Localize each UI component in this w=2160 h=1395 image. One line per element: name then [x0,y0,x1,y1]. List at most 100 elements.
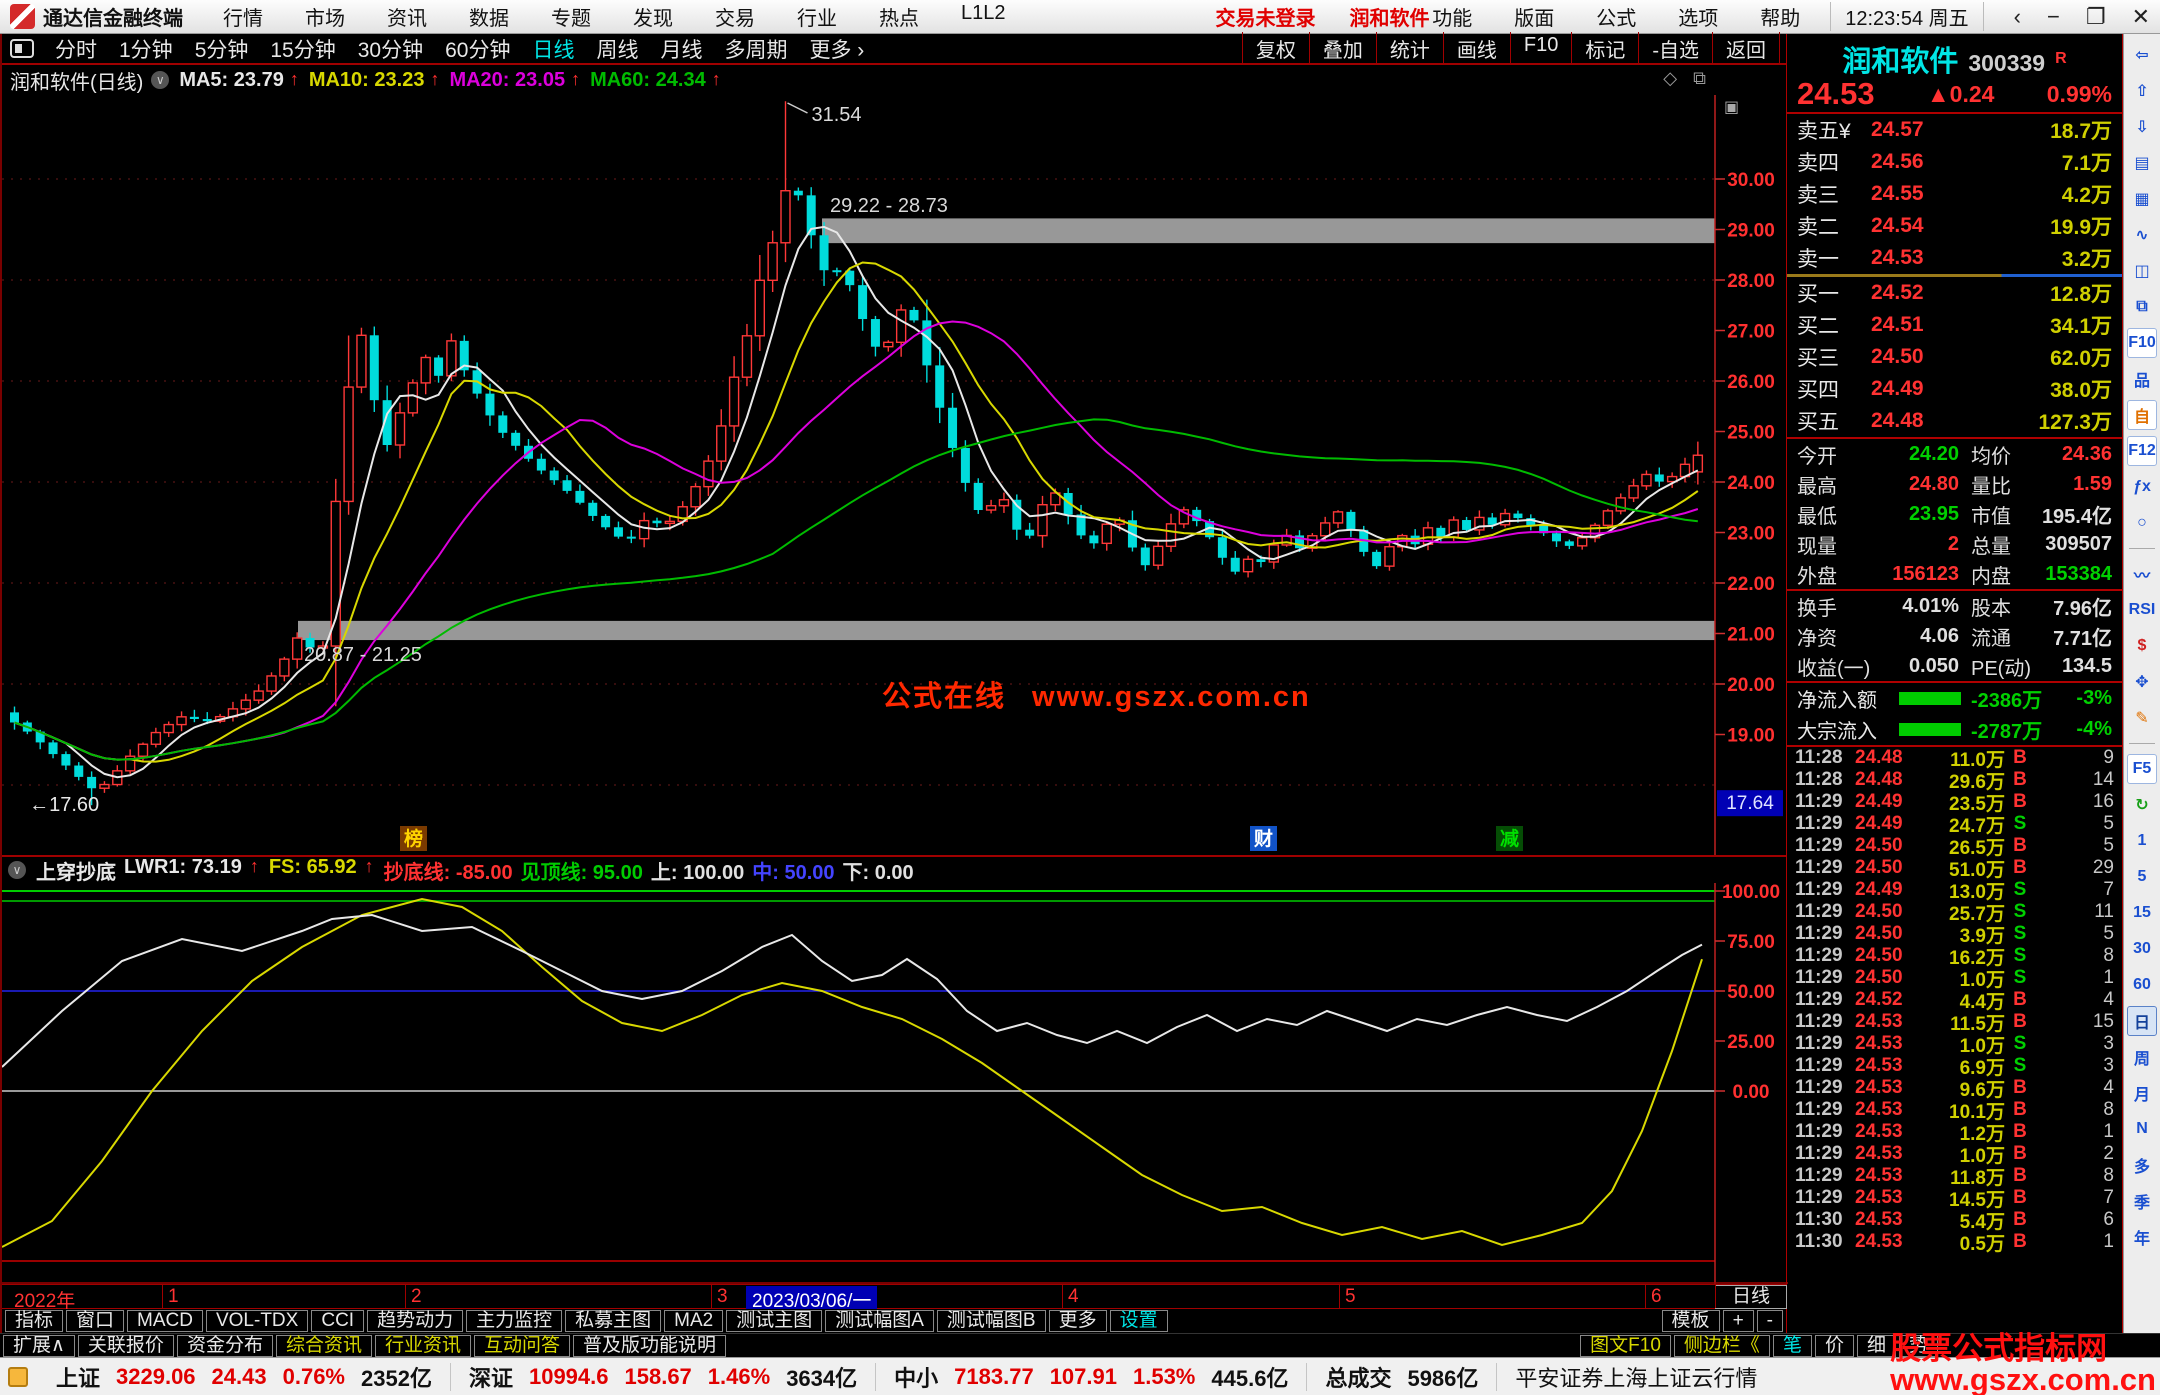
wave-tool-icon[interactable]: 〰 [2133,568,2150,585]
period-30分钟[interactable]: 30分钟 [357,38,424,62]
ask-row[interactable]: 卖三 24.55 4.2万 [1787,178,2122,210]
period-15-button[interactable]: 15 [2133,904,2151,921]
ext-关联报价[interactable]: 关联报价 [77,1334,174,1357]
period-multi-button[interactable]: 多 [2133,1159,2150,1176]
mobile-view-icon[interactable] [10,39,34,58]
tick-row[interactable]: 11:28 24.48 29.6万 B 14 [1787,769,2122,793]
tab--[interactable]: - [1756,1310,1783,1332]
tab-MACD[interactable]: MACD [127,1310,203,1332]
bid-row[interactable]: 买一 24.52 12.8万 [1787,277,2122,309]
ext-侧边栏《[interactable]: 侧边栏《 [1673,1335,1770,1357]
tab-趋势动力[interactable]: 趋势动力 [367,1310,464,1332]
tick-row[interactable]: 11:29 24.50 26.5万 B 5 [1787,835,2122,859]
tick-row[interactable]: 11:29 24.53 11.5万 B 15 [1787,1011,2122,1035]
tick-row[interactable]: 11:29 24.53 11.8万 B 8 [1787,1165,2122,1189]
period-n-button[interactable]: N [2136,1120,2148,1137]
menu-item-功能[interactable]: 功能 [1432,8,1473,30]
indicator-pane[interactable]: 100.00 75.00 50.00 25.00 0.00 [2,883,1788,1284]
period-5-button[interactable]: 5 [2137,868,2147,885]
tab-指标[interactable]: 指标 [5,1310,64,1332]
menu-item-版面[interactable]: 版面 [1514,8,1555,30]
f10-button[interactable]: F10 [2127,328,2157,358]
tick-row[interactable]: 11:29 24.53 9.6万 B 4 [1787,1077,2122,1101]
index-group-深证[interactable]: 深证 10994.6 158.67 1.46% 3634亿 [451,1362,877,1391]
period-1-button[interactable]: 1 [2137,832,2147,849]
toolbtn-F10[interactable]: F10 [1509,32,1571,65]
menu-item-热点[interactable]: 热点 [879,8,919,30]
refresh-icon[interactable]: ↻ [2135,797,2149,814]
tick-row[interactable]: 11:29 24.50 16.2万 S 8 [1787,945,2122,969]
circle-tool-icon[interactable]: ○ [2137,514,2147,531]
tick-row[interactable]: 11:28 24.48 11.0万 B 9 [1787,747,2122,771]
tab-测试幅图B[interactable]: 测试幅图B [936,1310,1046,1332]
tick-list[interactable]: 11:28 24.48 11.0万 B 9 11:28 24.48 29.6万 B 14 11:29… [1787,747,2122,1255]
ext-综合资讯[interactable]: 综合资讯 [275,1334,372,1357]
ask-row[interactable]: 卖四 24.56 7.1万 [1787,146,2122,178]
tick-row[interactable]: 11:29 24.53 1.2万 B 1 [1787,1121,2122,1145]
market-status-icon[interactable] [8,1366,28,1387]
f12-button[interactable]: F12 [2127,436,2157,466]
ext-图文F10[interactable]: 图文F10 [1580,1335,1671,1357]
nav-down-icon[interactable]: ⇩ [2135,119,2149,136]
index-group-上证[interactable]: 上证 3229.06 24.43 0.76% 2352亿 [38,1362,451,1391]
tab-测试幅图A[interactable]: 测试幅图A [825,1310,934,1332]
menu-item-资讯[interactable]: 资讯 [387,8,427,30]
tab-CCI[interactable]: CCI [311,1310,365,1332]
block-tree-icon[interactable]: 品 [2133,373,2150,390]
period-week-button[interactable]: 周 [2133,1051,2150,1068]
tick-row[interactable]: 11:29 24.50 1.0万 S 1 [1787,967,2122,991]
menu-item-市场[interactable]: 市场 [305,8,345,30]
period-分时[interactable]: 分时 [55,38,97,62]
candlestick-pane[interactable]: 30.00 29.00 28.00 27.00 26.00 25.00 24.00 23.00… [2,95,1786,855]
period-60-button[interactable]: 60 [2133,976,2151,993]
toolbtn-标记[interactable]: 标记 [1571,32,1638,65]
period-多周期[interactable]: 多周期 [724,38,788,62]
ext-扩展∧[interactable]: 扩展∧ [3,1334,75,1357]
tick-row[interactable]: 11:29 24.53 6.9万 S 3 [1787,1055,2122,1079]
bid-row[interactable]: 买二 24.51 34.1万 [1787,309,2122,341]
index-group-中小[interactable]: 中小 7183.77 107.91 1.53% 445.6亿 [876,1362,1308,1391]
trend-chart-icon[interactable]: ∿ [2135,227,2149,244]
menu-item-发现[interactable]: 发现 [633,8,673,30]
draw-pencil-icon[interactable]: ✎ [2135,710,2149,727]
diamond-icon[interactable]: ◇ [1663,68,1678,88]
rank-list-icon[interactable]: ▤ [2134,155,2150,172]
ext-互动问答[interactable]: 互动问答 [473,1334,570,1357]
ext-普及版功能说明[interactable]: 普及版功能说明 [573,1334,727,1357]
ask-row[interactable]: 卖一 24.53 3.2万 [1787,242,2122,274]
kline-view-icon[interactable]: ◫ [2134,263,2150,280]
tab-私募主图[interactable]: 私募主图 [565,1310,662,1332]
ext-势[interactable]: 势 [1898,1335,1938,1357]
period-周线[interactable]: 周线 [596,38,639,62]
tick-row[interactable]: 11:29 24.50 25.7万 S 11 [1787,901,2122,925]
period-5分钟[interactable]: 5分钟 [194,38,249,62]
back-button[interactable]: ‹ [2013,3,2021,29]
tick-row[interactable]: 11:29 24.50 51.0万 B 29 [1787,857,2122,881]
panel-toggle-icon[interactable]: ⧉ [1693,68,1706,88]
toolbtn-画线[interactable]: 画线 [1442,32,1510,65]
tab-设置[interactable]: 设置 [1109,1310,1168,1332]
ext-行业资讯[interactable]: 行业资讯 [374,1334,471,1357]
tick-row[interactable]: 11:29 24.53 1.0万 S 3 [1787,1033,2122,1057]
money-icon[interactable]: $ [2137,637,2147,654]
ask-row[interactable]: 卖五¥ 24.57 18.7万 [1787,114,2122,146]
tick-row[interactable]: 11:29 24.49 24.7万 S 5 [1787,813,2122,837]
axis-collapse-icon[interactable]: ▣ [1724,99,1740,116]
alert-润和软件[interactable]: 润和软件 [1349,8,1430,30]
period-更多 ›[interactable]: 更多 › [809,38,865,62]
period-1分钟[interactable]: 1分钟 [119,38,173,62]
tab-测试主图[interactable]: 测试主图 [726,1310,823,1332]
restore-button[interactable]: ❐ [2085,3,2106,29]
tab-+[interactable]: + [1722,1310,1754,1332]
move-tool-icon[interactable]: ✥ [2135,674,2149,691]
menu-item-数据[interactable]: 数据 [469,8,509,30]
period-year-button[interactable]: 年 [2133,1231,2150,1248]
menu-item-帮助[interactable]: 帮助 [1760,8,1801,30]
quote-grid-icon[interactable]: ▦ [2134,191,2150,208]
tick-row[interactable]: 11:29 24.53 1.0万 B 2 [1787,1143,2122,1167]
minimize-button[interactable]: − [2046,3,2060,29]
tick-row[interactable]: 11:29 24.53 10.1万 B 8 [1787,1099,2122,1123]
ext-资金分布[interactable]: 资金分布 [176,1334,273,1357]
ask-row[interactable]: 卖二 24.54 19.9万 [1787,210,2122,242]
index-group-总成交[interactable]: 总成交 5986亿 [1307,1362,1498,1391]
